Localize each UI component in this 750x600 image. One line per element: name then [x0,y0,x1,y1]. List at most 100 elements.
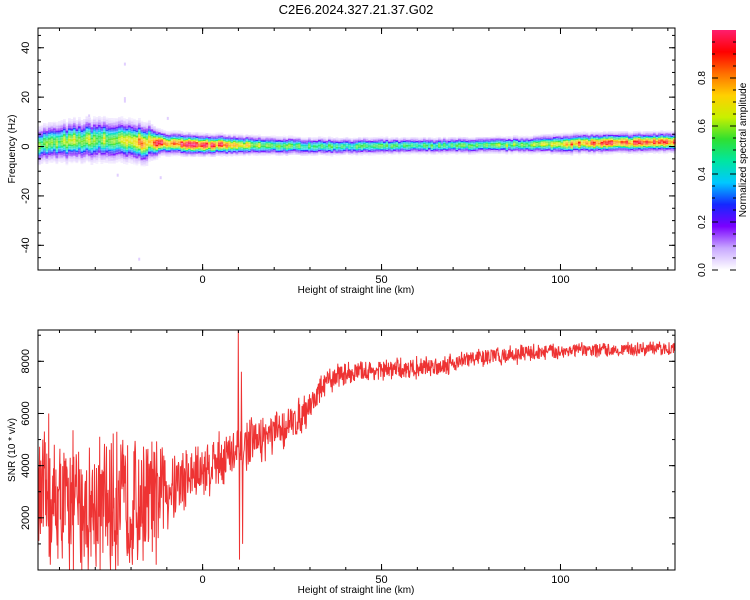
heatmap-cell [638,153,641,154]
heatmap-cell [645,150,649,152]
heatmap-cell [573,147,576,149]
heatmap-cell [50,154,54,156]
heatmap-cell [560,134,564,136]
heatmap-cell [83,148,86,150]
heatmap-cell [648,152,651,153]
heatmap-cell [235,152,239,154]
heatmap-cell [593,154,596,156]
heatmap-cell [133,141,136,143]
heatmap-cell [140,143,144,144]
heatmap-cell [563,153,566,155]
heatmap-cell [458,136,461,138]
heatmap-cell [300,145,304,146]
heatmap-cell [263,143,266,145]
heatmap-cell [328,140,331,142]
heatmap-cell [315,152,319,154]
heatmap-cell [233,143,236,145]
heatmap-cell [135,136,139,137]
heatmap-cell [470,142,474,144]
heatmap-cell [160,146,164,148]
heatmap-cell [208,144,211,146]
heatmap-cell [170,136,174,138]
heatmap-cell [553,137,556,138]
heatmap-cell [138,147,141,149]
heatmap-cell [70,127,74,129]
heatmap-cell [130,155,134,157]
heatmap-cell [125,146,129,148]
heatmap-cell [148,160,151,162]
heatmap-cell [168,149,171,151]
heatmap-cell [520,135,524,137]
heatmap-cell [150,137,154,139]
heatmap-cell [65,148,69,150]
heatmap-cell [630,147,634,149]
heatmap-cell [255,153,259,155]
heatmap-cell [120,149,124,151]
heatmap-cell [623,142,626,144]
heatmap-cell [518,139,521,141]
heatmap-cell [208,135,211,137]
heatmap-cell [633,134,636,136]
heatmap-cell [88,124,91,126]
heatmap-cell [260,148,264,150]
heatmap-cell [610,142,614,144]
heatmap-cell [228,151,231,152]
heatmap-cell [43,160,46,162]
heatmap-cell [120,127,124,129]
heatmap-cell [273,143,276,144]
heatmap-cell [290,142,294,144]
heatmap-cell [523,153,526,155]
heatmap-cell [73,135,76,137]
heatmap-cell [600,154,604,156]
heatmap-cell [83,121,86,123]
heatmap-cell [268,142,271,143]
heatmap-cell [460,148,464,150]
heatmap-cell [180,144,184,146]
heatmap-cell [90,123,94,125]
heatmap-cell [620,148,624,150]
heatmap-cell [73,137,76,139]
heatmap-cell [148,158,151,160]
heatmap-cell [265,148,269,150]
heatmap-cell [540,146,544,148]
heatmap-cell [268,149,271,151]
heatmap-cell [383,149,386,151]
heatmap-cell [485,149,489,151]
heatmap-cell [598,133,601,134]
heatmap-cell [590,140,594,142]
heatmap-cell [520,145,524,147]
heatmap-cell [400,138,404,140]
heatmap-cell [53,150,56,152]
heatmap-cell [608,146,611,147]
heatmap-cell [420,137,424,139]
heatmap-cell [170,134,174,136]
heatmap-cell [75,121,79,123]
heatmap-cell [475,140,479,142]
heatmap-cell [410,138,414,140]
heatmap-cell [100,157,104,159]
heatmap-cell [168,153,171,155]
heatmap-cell [348,141,351,143]
heatmap-cell [100,122,104,123]
heatmap-cell [145,126,149,128]
heatmap-cell [328,155,331,156]
heatmap-cell [565,135,569,137]
heatmap-cell [575,134,579,136]
heatmap-cell [45,126,49,127]
heatmap-cell [88,118,91,119]
heatmap-cell [228,146,231,147]
heatmap-cell [140,151,144,153]
heatmap-cell [463,149,466,151]
heatmap-cell [185,137,189,139]
heatmap-cell [333,139,336,141]
heatmap-cell [498,135,501,137]
heatmap-cell [45,124,49,126]
heatmap-cell [543,152,546,154]
heatmap-cell [73,118,76,119]
heatmap-cell [555,133,559,135]
heatmap-cell [258,151,261,153]
heatmap-cell [105,142,109,144]
heatmap-cell [55,152,59,153]
heatmap-cell [248,152,251,154]
heatmap-cell [123,128,126,130]
